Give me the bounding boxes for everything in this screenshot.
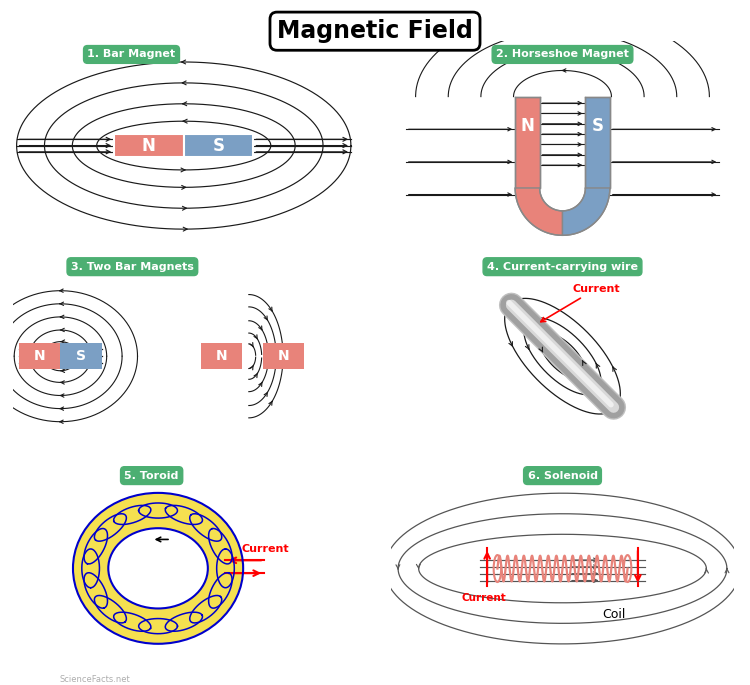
Bar (20, 343, 61, 369)
Text: Current: Current (461, 593, 506, 603)
Bar (201, 343, 242, 369)
Bar (61, 343, 101, 369)
Text: 1. Bar Magnet: 1. Bar Magnet (88, 49, 176, 60)
Ellipse shape (108, 528, 208, 608)
Text: S: S (592, 117, 604, 135)
Text: S: S (76, 349, 86, 363)
Bar (262, 343, 304, 369)
Text: 3. Two Bar Magnets: 3. Two Bar Magnets (71, 262, 194, 272)
Text: N: N (34, 349, 46, 363)
Text: 5. Toroid: 5. Toroid (124, 471, 178, 481)
Polygon shape (515, 188, 562, 236)
Text: Magnetic Field: Magnetic Field (277, 19, 473, 43)
Text: Coil: Coil (602, 608, 625, 621)
Text: Current: Current (541, 284, 620, 322)
Text: N: N (520, 117, 534, 135)
Text: Current: Current (242, 544, 290, 554)
Text: N: N (142, 136, 156, 155)
Text: 4. Current-carrying wire: 4. Current-carrying wire (487, 262, 638, 272)
Text: N: N (278, 349, 289, 363)
Text: N: N (215, 349, 227, 363)
Ellipse shape (73, 493, 243, 644)
Text: S: S (212, 136, 224, 155)
Bar (184, 134, 254, 157)
Bar (515, 97, 540, 188)
Text: ScienceFacts.net: ScienceFacts.net (60, 675, 130, 684)
Bar (585, 97, 610, 188)
Text: 2. Horseshoe Magnet: 2. Horseshoe Magnet (496, 49, 629, 60)
Polygon shape (73, 493, 243, 644)
Text: 6. Solenoid: 6. Solenoid (527, 471, 598, 481)
Bar (114, 134, 184, 157)
Polygon shape (562, 188, 610, 236)
